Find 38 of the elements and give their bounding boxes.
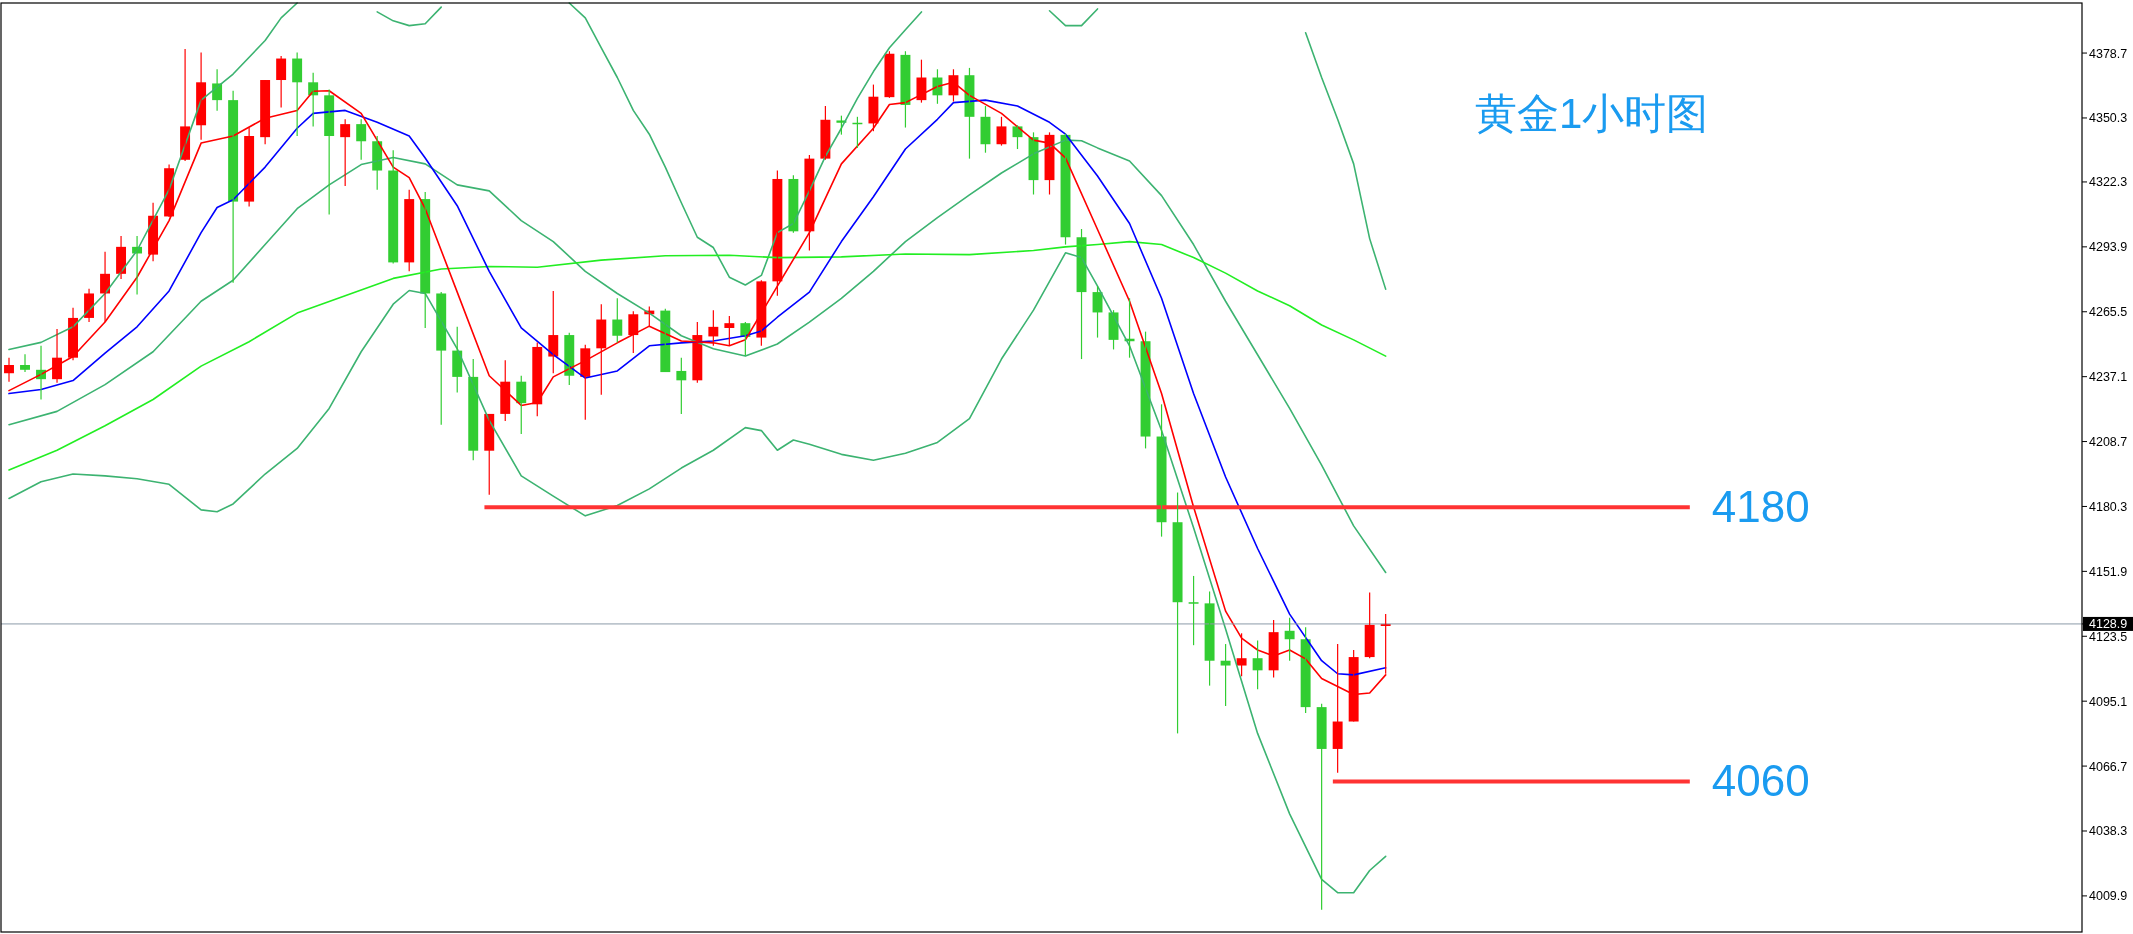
y-tick-label: 4322.3 — [2089, 175, 2128, 190]
y-tick-label: 4151.9 — [2089, 564, 2128, 579]
line-series — [8, 251, 1387, 894]
candlestick — [1364, 592, 1375, 659]
y-tick-label: 4180.3 — [2089, 499, 2128, 514]
candlestick — [1172, 491, 1183, 734]
candlestick — [388, 149, 399, 265]
y-tick-label: 4128.9 — [2089, 617, 2128, 632]
candlestick — [836, 115, 847, 136]
line-series — [8, 2, 298, 351]
y-tick-label: 4378.7 — [2089, 46, 2128, 61]
candlestick — [1316, 703, 1327, 911]
line-series — [8, 139, 1387, 574]
y-tick-label: 4095.1 — [2089, 694, 2128, 709]
y-tick-label: 4208.7 — [2089, 435, 2128, 450]
y-tick-label: 4038.3 — [2089, 824, 2128, 839]
line-series — [568, 2, 923, 286]
y-tick-label: 4009.9 — [2089, 889, 2128, 904]
candlestick — [340, 118, 351, 187]
line-series — [376, 6, 443, 27]
y-tick-label: 4066.7 — [2089, 759, 2128, 774]
text: 黄金1小时图 — [1475, 90, 1709, 137]
candlestick — [724, 315, 735, 347]
y-tick-label: 4123.5 — [2089, 629, 2128, 644]
candlestick — [1188, 575, 1199, 646]
line-series — [8, 240, 1387, 471]
line-series — [1304, 31, 1387, 290]
candlestick — [1236, 632, 1247, 677]
candlestick — [1252, 639, 1263, 690]
y-tick-label: 4293.9 — [2089, 240, 2128, 255]
candlestick — [1220, 643, 1231, 707]
ref-line-label: 4180 — [1711, 482, 1810, 532]
candlestick — [356, 118, 367, 161]
y-tick-label: 4237.1 — [2089, 370, 2128, 385]
y-tick-label: 4265.5 — [2089, 305, 2128, 320]
ref-line-label: 4060 — [1711, 756, 1810, 806]
candlestick — [404, 189, 415, 272]
y-tick-label: 4350.3 — [2089, 111, 2128, 126]
